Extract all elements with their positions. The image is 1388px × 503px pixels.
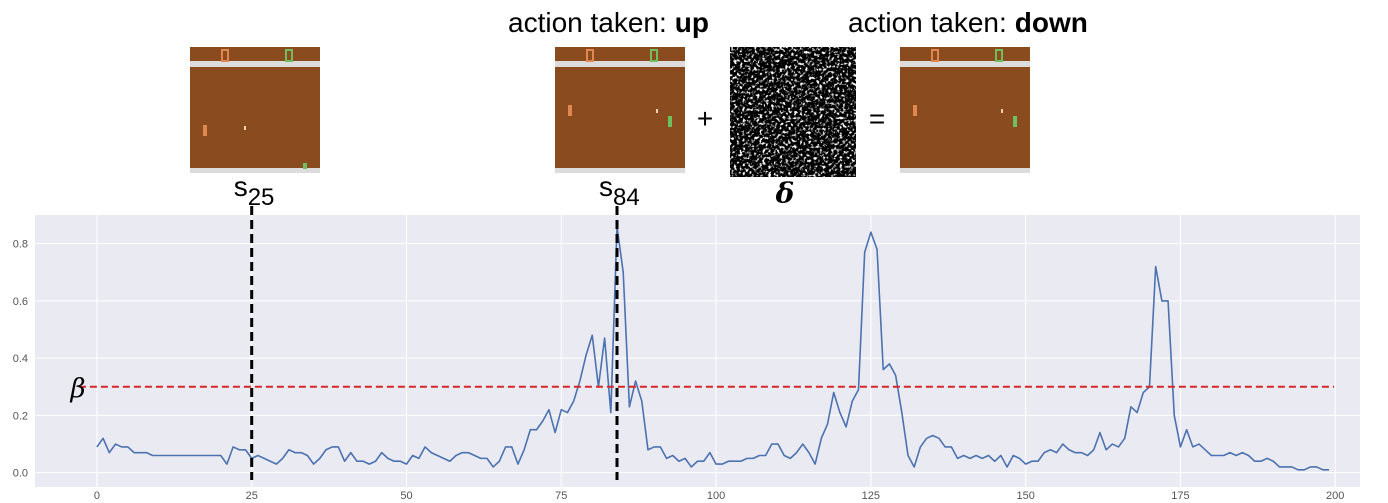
data-line bbox=[96, 225, 1330, 471]
y-tick-label: 0.4 bbox=[13, 353, 28, 365]
state-label: s25 bbox=[234, 171, 275, 211]
state-base: s bbox=[234, 171, 248, 202]
threshold-label: β bbox=[69, 374, 85, 404]
plot-area bbox=[35, 215, 1360, 487]
perturbation-image bbox=[730, 47, 856, 177]
plus-sign: + bbox=[697, 103, 713, 134]
x-tick-label: 0 bbox=[94, 490, 100, 502]
frame-s84 bbox=[555, 47, 685, 173]
action-label: action taken: down bbox=[848, 7, 1088, 38]
x-tick-label: 125 bbox=[862, 490, 880, 502]
x-tick-label: 150 bbox=[1016, 490, 1034, 502]
chart: 0.00.20.40.60.80 25 50 75 100 125 150 175 200βs2… bbox=[13, 171, 1360, 502]
action-label: action taken: up bbox=[508, 7, 709, 38]
state-index: 84 bbox=[613, 184, 640, 211]
x-tick-label: 75 bbox=[555, 490, 567, 502]
state-base: s bbox=[599, 171, 613, 202]
frame-perturbed bbox=[900, 47, 1030, 173]
y-tick-label: 0.6 bbox=[13, 296, 28, 308]
x-tick-label: 175 bbox=[1171, 490, 1189, 502]
x-tick-label: 200 bbox=[1326, 490, 1344, 502]
y-tick-label: 0.2 bbox=[13, 410, 28, 422]
x-tick-label: 25 bbox=[246, 490, 258, 502]
equals-sign: = bbox=[869, 103, 885, 134]
x-tick-label: 100 bbox=[707, 490, 725, 502]
x-tick-label: 50 bbox=[400, 490, 412, 502]
frame-s25 bbox=[190, 47, 320, 173]
y-tick-label: 0.0 bbox=[13, 468, 28, 480]
y-tick-label: 0.8 bbox=[13, 239, 28, 251]
perturbation-label: δ bbox=[775, 177, 795, 210]
state-index: 25 bbox=[248, 184, 275, 211]
state-label: s84 bbox=[599, 171, 640, 211]
